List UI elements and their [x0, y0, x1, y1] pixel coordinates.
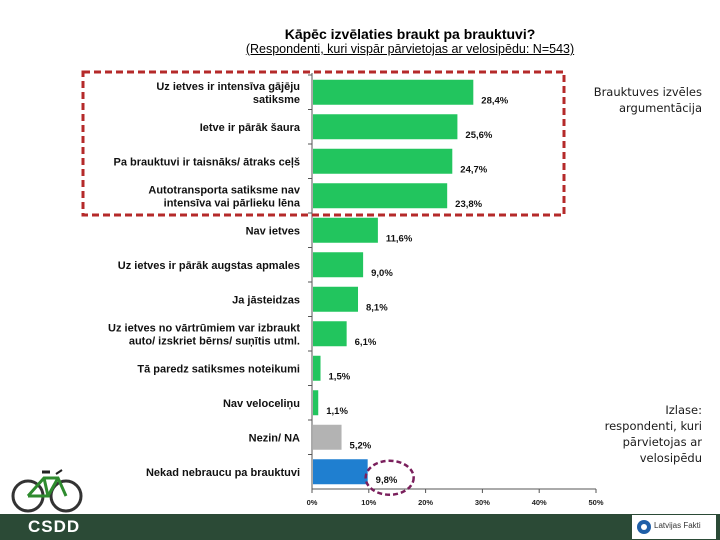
data-label: 9,0%: [371, 268, 393, 279]
bar: [313, 79, 474, 105]
note-argumentation: Brauktuves izvēles argumentācija: [593, 85, 702, 115]
data-label: 6,1%: [355, 337, 377, 348]
latvijas-fakti-logo: Latvijas Fakti: [632, 515, 716, 539]
category-label: Tā paredz satiksmes noteikumi: [137, 363, 300, 375]
x-tick-label: 20%: [418, 498, 433, 507]
category-label: Ietve ir pārāk šaura: [200, 122, 301, 134]
data-label: 11,6%: [386, 233, 413, 244]
category-label: Nezin/ NA: [249, 432, 300, 444]
x-tick-label: 50%: [588, 498, 603, 507]
category-label: Nav ietves: [246, 225, 300, 237]
data-label: 1,1%: [326, 406, 348, 417]
bar: [313, 355, 321, 381]
data-label: 23,8%: [455, 199, 482, 210]
data-label: 9,8%: [376, 475, 398, 486]
x-tick-label: 10%: [361, 498, 376, 507]
chart-title: Kāpēc izvēlaties braukt pa brauktuvi?: [284, 26, 536, 42]
note-sample: Izlase: respondenti, kuri pārvietojas ar…: [604, 403, 702, 465]
csdd-logo: CSDD: [28, 517, 81, 536]
bar: [313, 424, 342, 450]
highlight-box: [81, 70, 566, 217]
category-label: auto/ izskriet bērns/ suņītis utml.: [129, 335, 300, 347]
bar: [313, 321, 347, 347]
latvijas-fakti-icon: [637, 520, 651, 534]
x-tick-label: 40%: [532, 498, 547, 507]
x-tick-label: 30%: [475, 498, 490, 507]
data-label: 25,6%: [465, 130, 492, 141]
bar: [313, 148, 453, 174]
category-label: Uz ietves no vārtrūmiem var izbraukt: [108, 322, 300, 334]
highlight-circle: [364, 459, 415, 496]
category-label: intensīva vai pārlieku lēna: [164, 197, 301, 209]
category-label: Uz ietves ir pārāk augstas apmales: [118, 260, 300, 272]
category-label: Nav veloceliņu: [223, 398, 300, 410]
bicycle-icon: [11, 469, 83, 513]
data-label: 1,5%: [329, 371, 351, 382]
data-label: 5,2%: [350, 440, 372, 451]
bar: [313, 390, 319, 416]
category-label: Autotransporta satiksme nav: [148, 184, 300, 196]
bar: [313, 252, 364, 278]
x-tick-label: 0%: [307, 498, 318, 507]
latvijas-fakti-label: Latvijas Fakti: [654, 521, 701, 530]
category-label: satiksme: [253, 94, 300, 106]
bar: [313, 217, 378, 243]
data-label: 8,1%: [366, 302, 388, 313]
bar: [313, 183, 448, 209]
bar: [313, 286, 359, 312]
chart-subtitle: (Respondenti, kuri vispār pārvietojas ar…: [245, 42, 575, 56]
category-label: Pa brauktuvi ir taisnāks/ ātraks ceļš: [114, 156, 301, 168]
category-label: Nekad nebraucu pa brauktuvi: [146, 467, 300, 479]
category-label: Uz ietves ir intensīva gājēju: [156, 81, 300, 93]
data-label: 24,7%: [460, 164, 487, 175]
bar: [313, 114, 458, 140]
bar: [313, 459, 368, 485]
data-label: 28,4%: [481, 95, 508, 106]
footer-bar: [0, 514, 720, 540]
category-label: Ja jāsteidzas: [232, 294, 300, 306]
